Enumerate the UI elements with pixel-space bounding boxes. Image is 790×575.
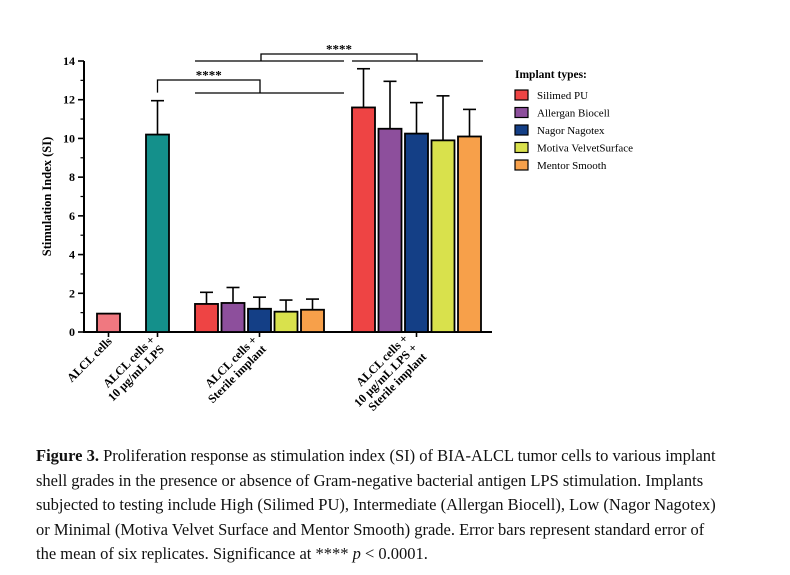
legend-swatch xyxy=(514,106,529,119)
significance-label: **** xyxy=(326,42,352,57)
legend-swatch xyxy=(514,89,529,101)
caption-line-1: Figure 3. Proliferation response as stim… xyxy=(36,444,790,469)
bar-allergan-biocell xyxy=(220,302,246,333)
caption-line-2: shell grades in the presence or absence … xyxy=(36,470,704,490)
legend-label: Mentor Smooth xyxy=(537,160,607,172)
caption-line-5: the mean of six replicates. Significance… xyxy=(36,542,790,567)
legend-label: Nagor Nagotex xyxy=(537,125,605,137)
legend-title: Implant types: xyxy=(515,69,587,81)
y-tick-label: 2 xyxy=(69,286,75,300)
bar-nagor-nagotex xyxy=(247,307,272,333)
caption-line-5-prefix: the mean of six replicates. Significance… xyxy=(36,544,353,563)
stimulation-index-bar-chart: 0 2 4 6 8 10 12 14 Stimulation Index (SI) ALCL ce… xyxy=(40,42,633,418)
caption-p-symbol: p xyxy=(352,544,361,563)
y-axis-label: Stimulation Index (SI) xyxy=(40,137,54,256)
legend-label: Allergan Biocell xyxy=(537,108,610,120)
figure-caption: Figure 3. Proliferation response as stim… xyxy=(36,444,790,567)
bar-silimed-pu xyxy=(351,106,376,333)
bar-group-2 xyxy=(145,133,170,333)
bar-allergan-biocell xyxy=(377,127,403,333)
legend-swatch xyxy=(514,124,529,136)
caption-line-3: subjected to testing include High (Silim… xyxy=(36,495,716,514)
y-tick-label: 12 xyxy=(63,93,75,107)
bar-group-1 xyxy=(96,312,121,333)
caption-line-5-suffix: < 0.0001. xyxy=(360,544,428,563)
caption-line-1-text: Proliferation response as stimulation in… xyxy=(98,446,716,465)
significance-label: **** xyxy=(196,68,222,83)
significance-bracket xyxy=(260,53,418,61)
y-tick-label: 10 xyxy=(63,131,75,145)
x-group-label: ALCL cells +Sterile implant xyxy=(196,333,269,406)
x-group-label: ALCL cells +10 µg/mL LPS +Sterile implan… xyxy=(342,331,429,418)
bar-motiva-velvetsurface xyxy=(430,139,456,333)
legend-swatch xyxy=(514,141,529,154)
bar-mentor-smooth xyxy=(457,135,482,333)
bar-mentor-smooth xyxy=(300,308,325,333)
bar-nagor-nagotex xyxy=(404,132,429,333)
y-tick-label: 14 xyxy=(63,54,75,68)
y-tick-label: 6 xyxy=(69,209,75,223)
legend-swatch xyxy=(514,159,529,171)
caption-line-4: or Minimal (Motiva Velvet Surface and Me… xyxy=(36,519,705,539)
significance-bracket xyxy=(156,79,261,93)
y-tick-label: 0 xyxy=(69,325,75,339)
y-tick-label: 4 xyxy=(69,248,75,262)
caption-figure-label: Figure 3. xyxy=(36,446,99,465)
legend-label: Motiva VelvetSurface xyxy=(537,143,633,155)
bar-silimed-pu xyxy=(194,303,219,333)
legend-label: Silimed PU xyxy=(537,90,588,102)
bar-motiva-velvetsurface xyxy=(273,310,299,333)
y-tick-label: 8 xyxy=(69,170,75,184)
